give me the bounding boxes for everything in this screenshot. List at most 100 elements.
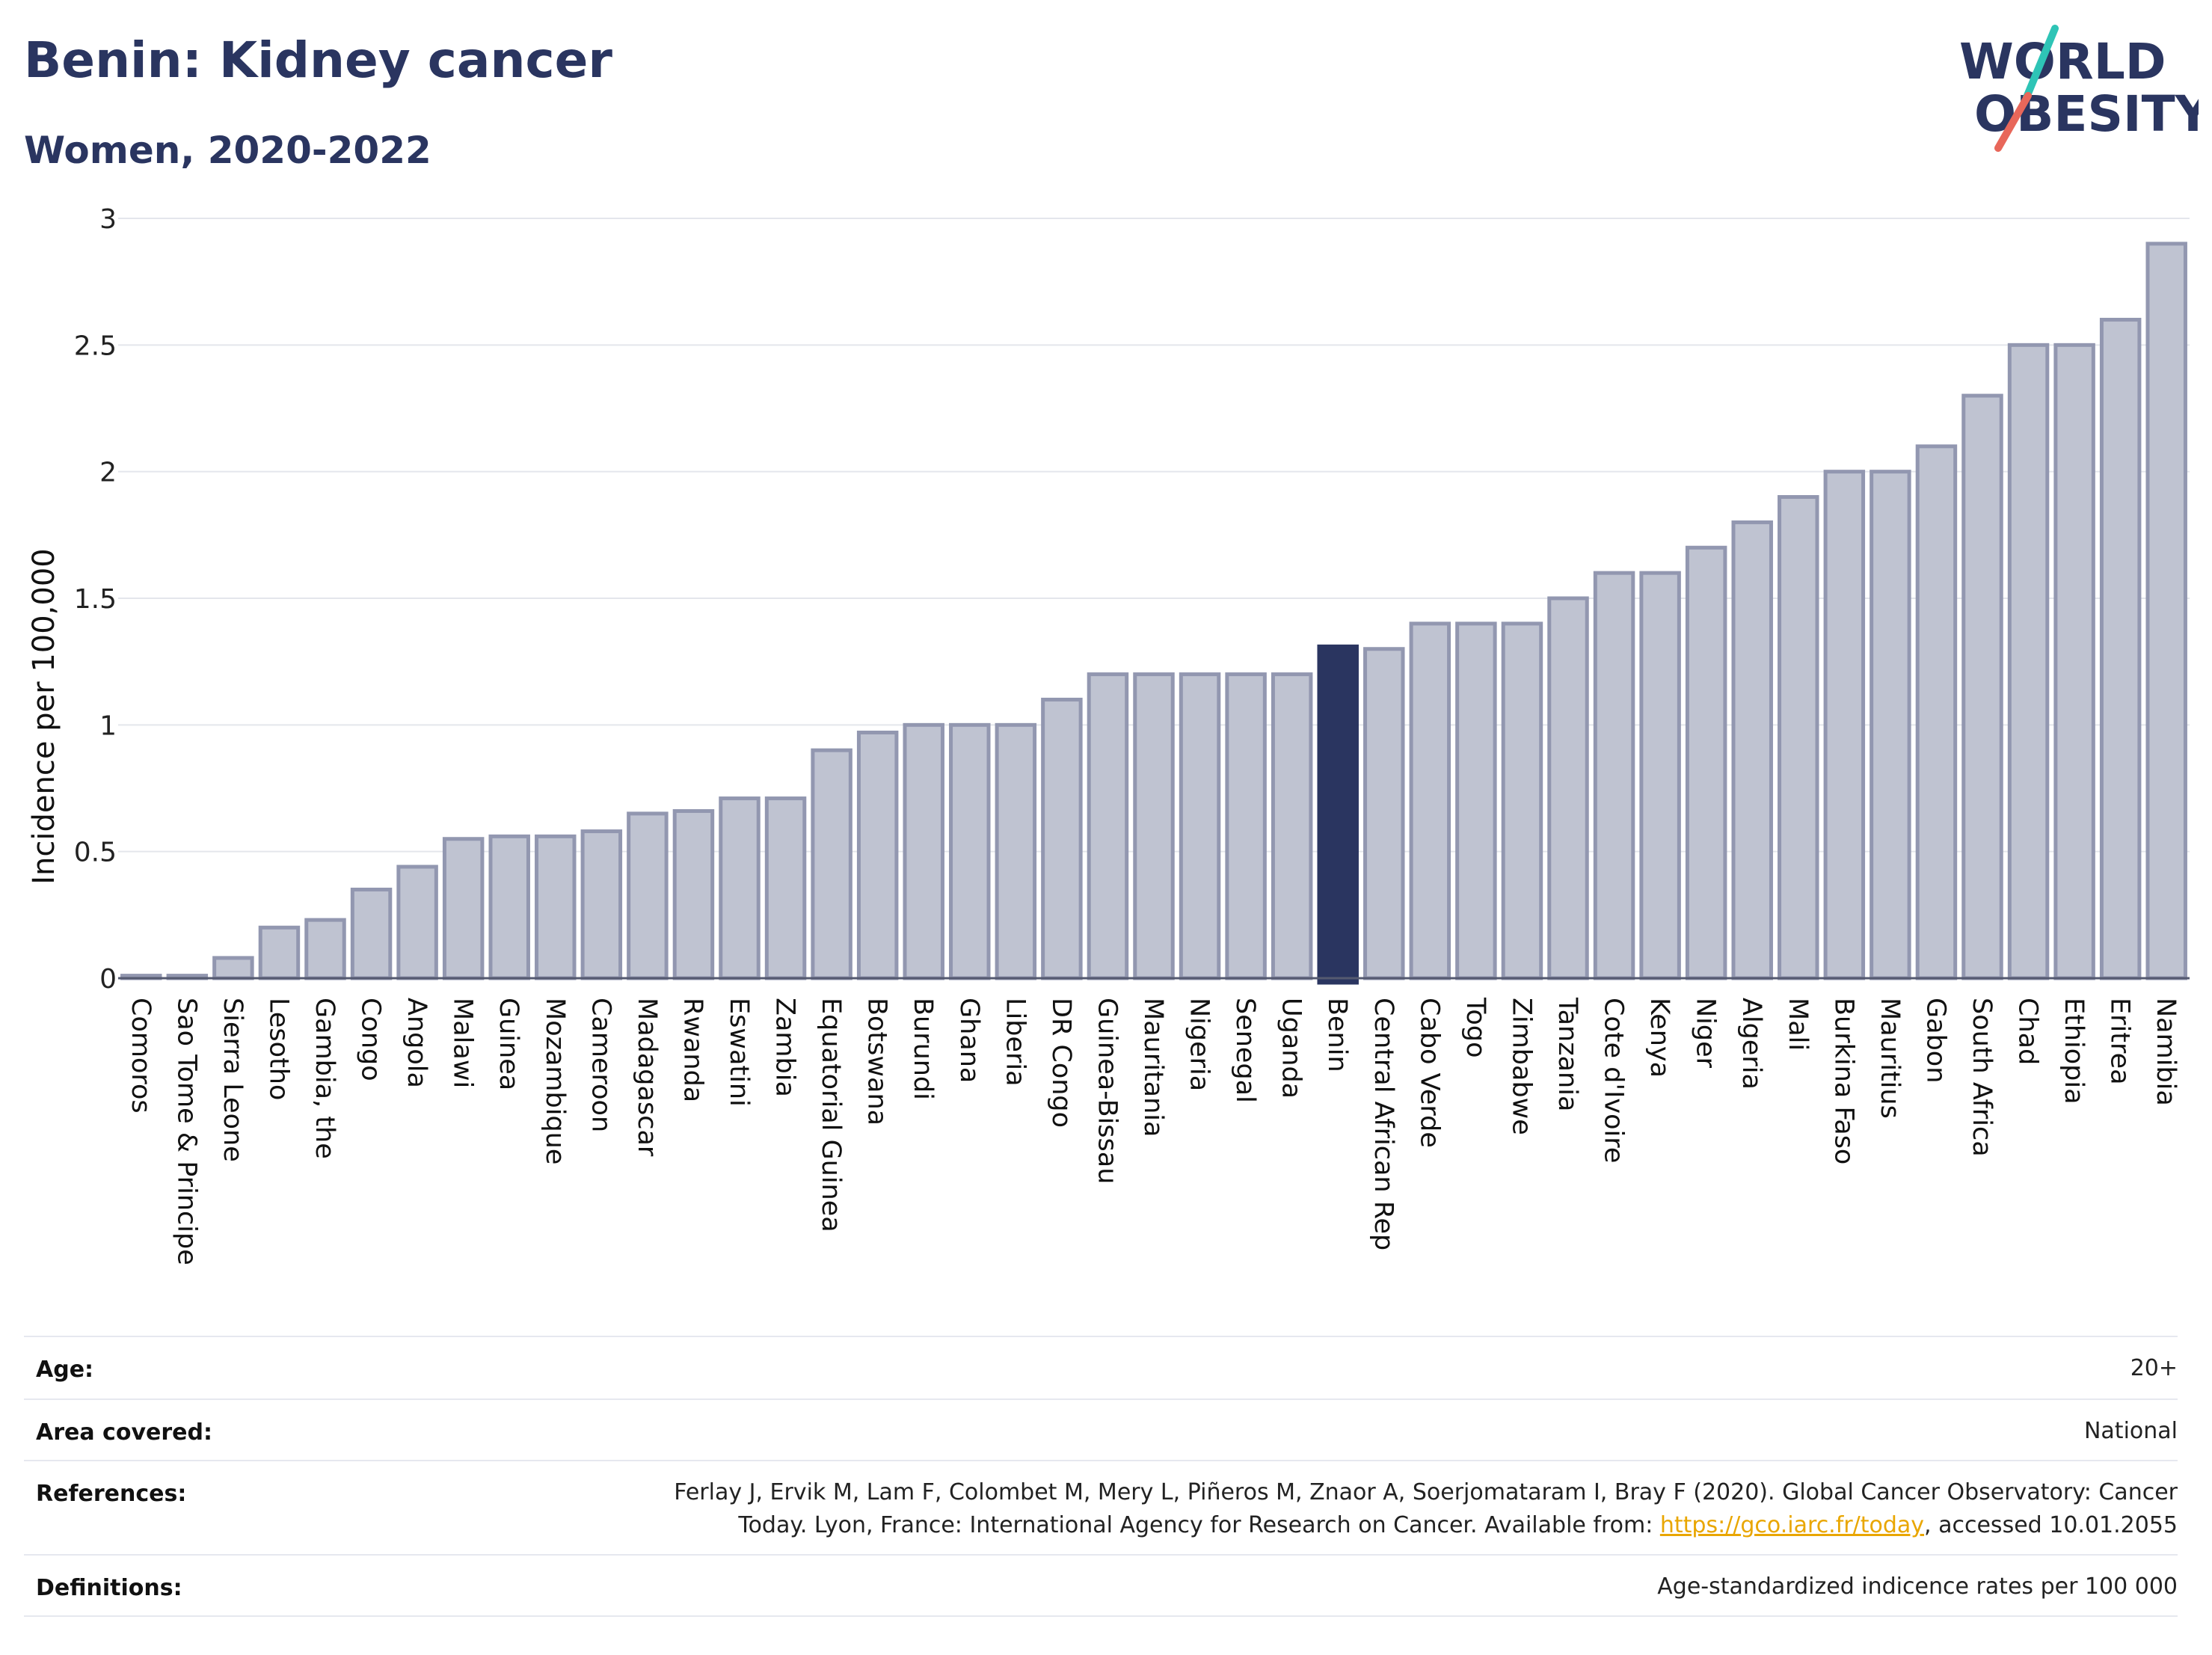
x-tick-label: Burkina Faso	[1828, 998, 1858, 1164]
meta-references-label: References:	[36, 1481, 187, 1507]
bar-benin	[1317, 644, 1359, 985]
meta-definitions-label: Definitions:	[36, 1575, 182, 1601]
x-tick-label: Gabon	[1920, 998, 1950, 1083]
y-tick-label: 2.5	[74, 331, 117, 361]
x-tick-label: Cote d'Ivoire	[1599, 998, 1629, 1163]
x-tick-label: Gambia, the	[310, 998, 340, 1159]
bar-angola	[396, 865, 438, 980]
x-tick-label: South Africa	[1967, 998, 1997, 1157]
bar-ghana	[949, 722, 991, 980]
x-tick-label: Cabo Verde	[1414, 998, 1444, 1148]
bar-south-africa	[1961, 393, 2003, 980]
x-tick-label: Mauritania	[1138, 998, 1168, 1137]
y-tick-label: 3	[99, 204, 117, 235]
x-tick-label: Niger	[1691, 998, 1721, 1069]
bar-cote-d-ivoire	[1593, 571, 1635, 980]
chart-subtitle: Women, 2020-2022	[24, 129, 431, 172]
bar-equatorial-guinea	[811, 748, 852, 980]
x-tick-label: Botswana	[862, 998, 892, 1126]
logo-text-world: WORLD	[1959, 33, 2166, 90]
meta-references-value: Ferlay J, Ervik M, Lam F, Colombet M, Me…	[674, 1476, 2178, 1542]
x-tick-label: Sierra Leone	[218, 998, 248, 1162]
world-obesity-logo: WORLD OBESITY	[1959, 25, 2199, 152]
x-tick-label: Congo	[356, 998, 386, 1081]
x-tick-label: Namibia	[2151, 998, 2181, 1106]
bar-botswana	[856, 730, 899, 980]
x-tick-label: Uganda	[1276, 998, 1306, 1099]
y-tick-label: 1.5	[74, 584, 117, 615]
logo-slash-teal	[2023, 25, 2059, 101]
bars	[120, 242, 2187, 985]
meta-row-area: Area covered: National	[24, 1398, 2178, 1460]
y-tick-label: 0	[99, 964, 117, 995]
bar-gambia-the	[304, 918, 346, 980]
bar-cameroon	[580, 829, 623, 980]
x-tick-label: Sao Tome & Principe	[171, 998, 201, 1265]
meta-row-age: Age: 20+	[24, 1336, 2178, 1398]
logo-text-obesity: OBESITY	[1974, 85, 2199, 143]
bar-central-african-rep	[1363, 647, 1405, 980]
bar-chart: 0 0.5 1 1.5 2 2.5 3 Comoros Sao Tome & Principe…	[27, 204, 2190, 1265]
bar-lesotho	[258, 925, 301, 980]
x-tick-label: Cameroon	[586, 998, 615, 1132]
bar-liberia	[995, 722, 1037, 980]
bar-rwanda	[672, 808, 715, 980]
x-tick-label: Lesotho	[263, 998, 293, 1100]
bar-madagascar	[627, 811, 669, 980]
meta-definitions-value: Age-standardized indicence rates per 100…	[1657, 1573, 2178, 1600]
x-tick-label: Algeria	[1736, 998, 1766, 1090]
bar-guinea-bissau	[1087, 672, 1129, 980]
bar-tanzania	[1547, 596, 1589, 980]
x-tick-label: Malawi	[448, 998, 478, 1088]
bar-uganda	[1271, 672, 1313, 980]
y-tick-label: 1	[99, 710, 117, 741]
references-text-line2: Today. Lyon, France: International Agenc…	[738, 1512, 1660, 1538]
x-tick-label: Zambia	[770, 998, 800, 1097]
meta-area-value: National	[2083, 1418, 2178, 1444]
bar-guinea	[488, 834, 530, 980]
x-tick-label: Togo	[1460, 997, 1490, 1057]
bar-ethiopia	[2053, 343, 2095, 980]
x-tick-label: Madagascar	[632, 998, 662, 1157]
meta-area-label: Area covered:	[36, 1419, 212, 1446]
bar-burkina-faso	[1823, 470, 1866, 980]
x-tick-label: Rwanda	[678, 998, 707, 1102]
bar-burundi	[903, 722, 944, 980]
references-link[interactable]: https://gco.iarc.fr/today	[1659, 1512, 1925, 1538]
x-tick-label: Comoros	[126, 998, 156, 1114]
bar-kenya	[1639, 571, 1681, 980]
x-tick-label: Benin	[1322, 998, 1352, 1072]
bar-mali	[1778, 495, 1819, 980]
x-tick-label: Liberia	[1000, 998, 1030, 1087]
x-tick-label: Kenya	[1644, 998, 1674, 1078]
y-tick-label: 0.5	[74, 838, 117, 868]
x-tick-label: Mauritius	[1875, 998, 1905, 1119]
bar-malawi	[442, 837, 485, 980]
bar-zimbabwe	[1501, 621, 1543, 980]
meta-row-definitions: Definitions: Age-standardized indicence …	[24, 1554, 2178, 1617]
bar-zambia	[764, 796, 807, 980]
meta-age-value: 20+	[2130, 1355, 2178, 1381]
x-tick-label: Eritrea	[2105, 998, 2135, 1085]
bar-chad	[2007, 343, 2050, 980]
x-tick-label: Ethiopia	[2059, 998, 2089, 1105]
x-tick-label: Eswatini	[724, 998, 754, 1107]
meta-age-label: Age:	[36, 1357, 94, 1383]
x-tick-label: Ghana	[954, 998, 984, 1083]
x-tick-label: Guinea-Bissau	[1092, 998, 1122, 1184]
bar-algeria	[1731, 520, 1773, 980]
x-tick-label: Nigeria	[1185, 998, 1214, 1091]
x-tick-label: Central African Rep	[1368, 998, 1398, 1250]
x-tick-label: Chad	[2013, 998, 2043, 1065]
x-tick-label: Tanzania	[1552, 997, 1582, 1111]
metadata-table: Age: 20+ Area covered: National Referenc…	[24, 1336, 2178, 1617]
x-tick-label: DR Congo	[1046, 998, 1076, 1128]
y-axis-label: Incidence per 100,000	[27, 548, 61, 885]
bar-dr-congo	[1041, 697, 1083, 980]
x-tick-label: Mali	[1783, 998, 1813, 1051]
bar-eritrea	[2099, 317, 2142, 980]
bar-senegal	[1225, 672, 1267, 980]
chart-title: Benin: Kidney cancer	[24, 31, 612, 89]
bar-gabon	[1915, 444, 1958, 980]
x-tick-label: Senegal	[1230, 998, 1260, 1103]
